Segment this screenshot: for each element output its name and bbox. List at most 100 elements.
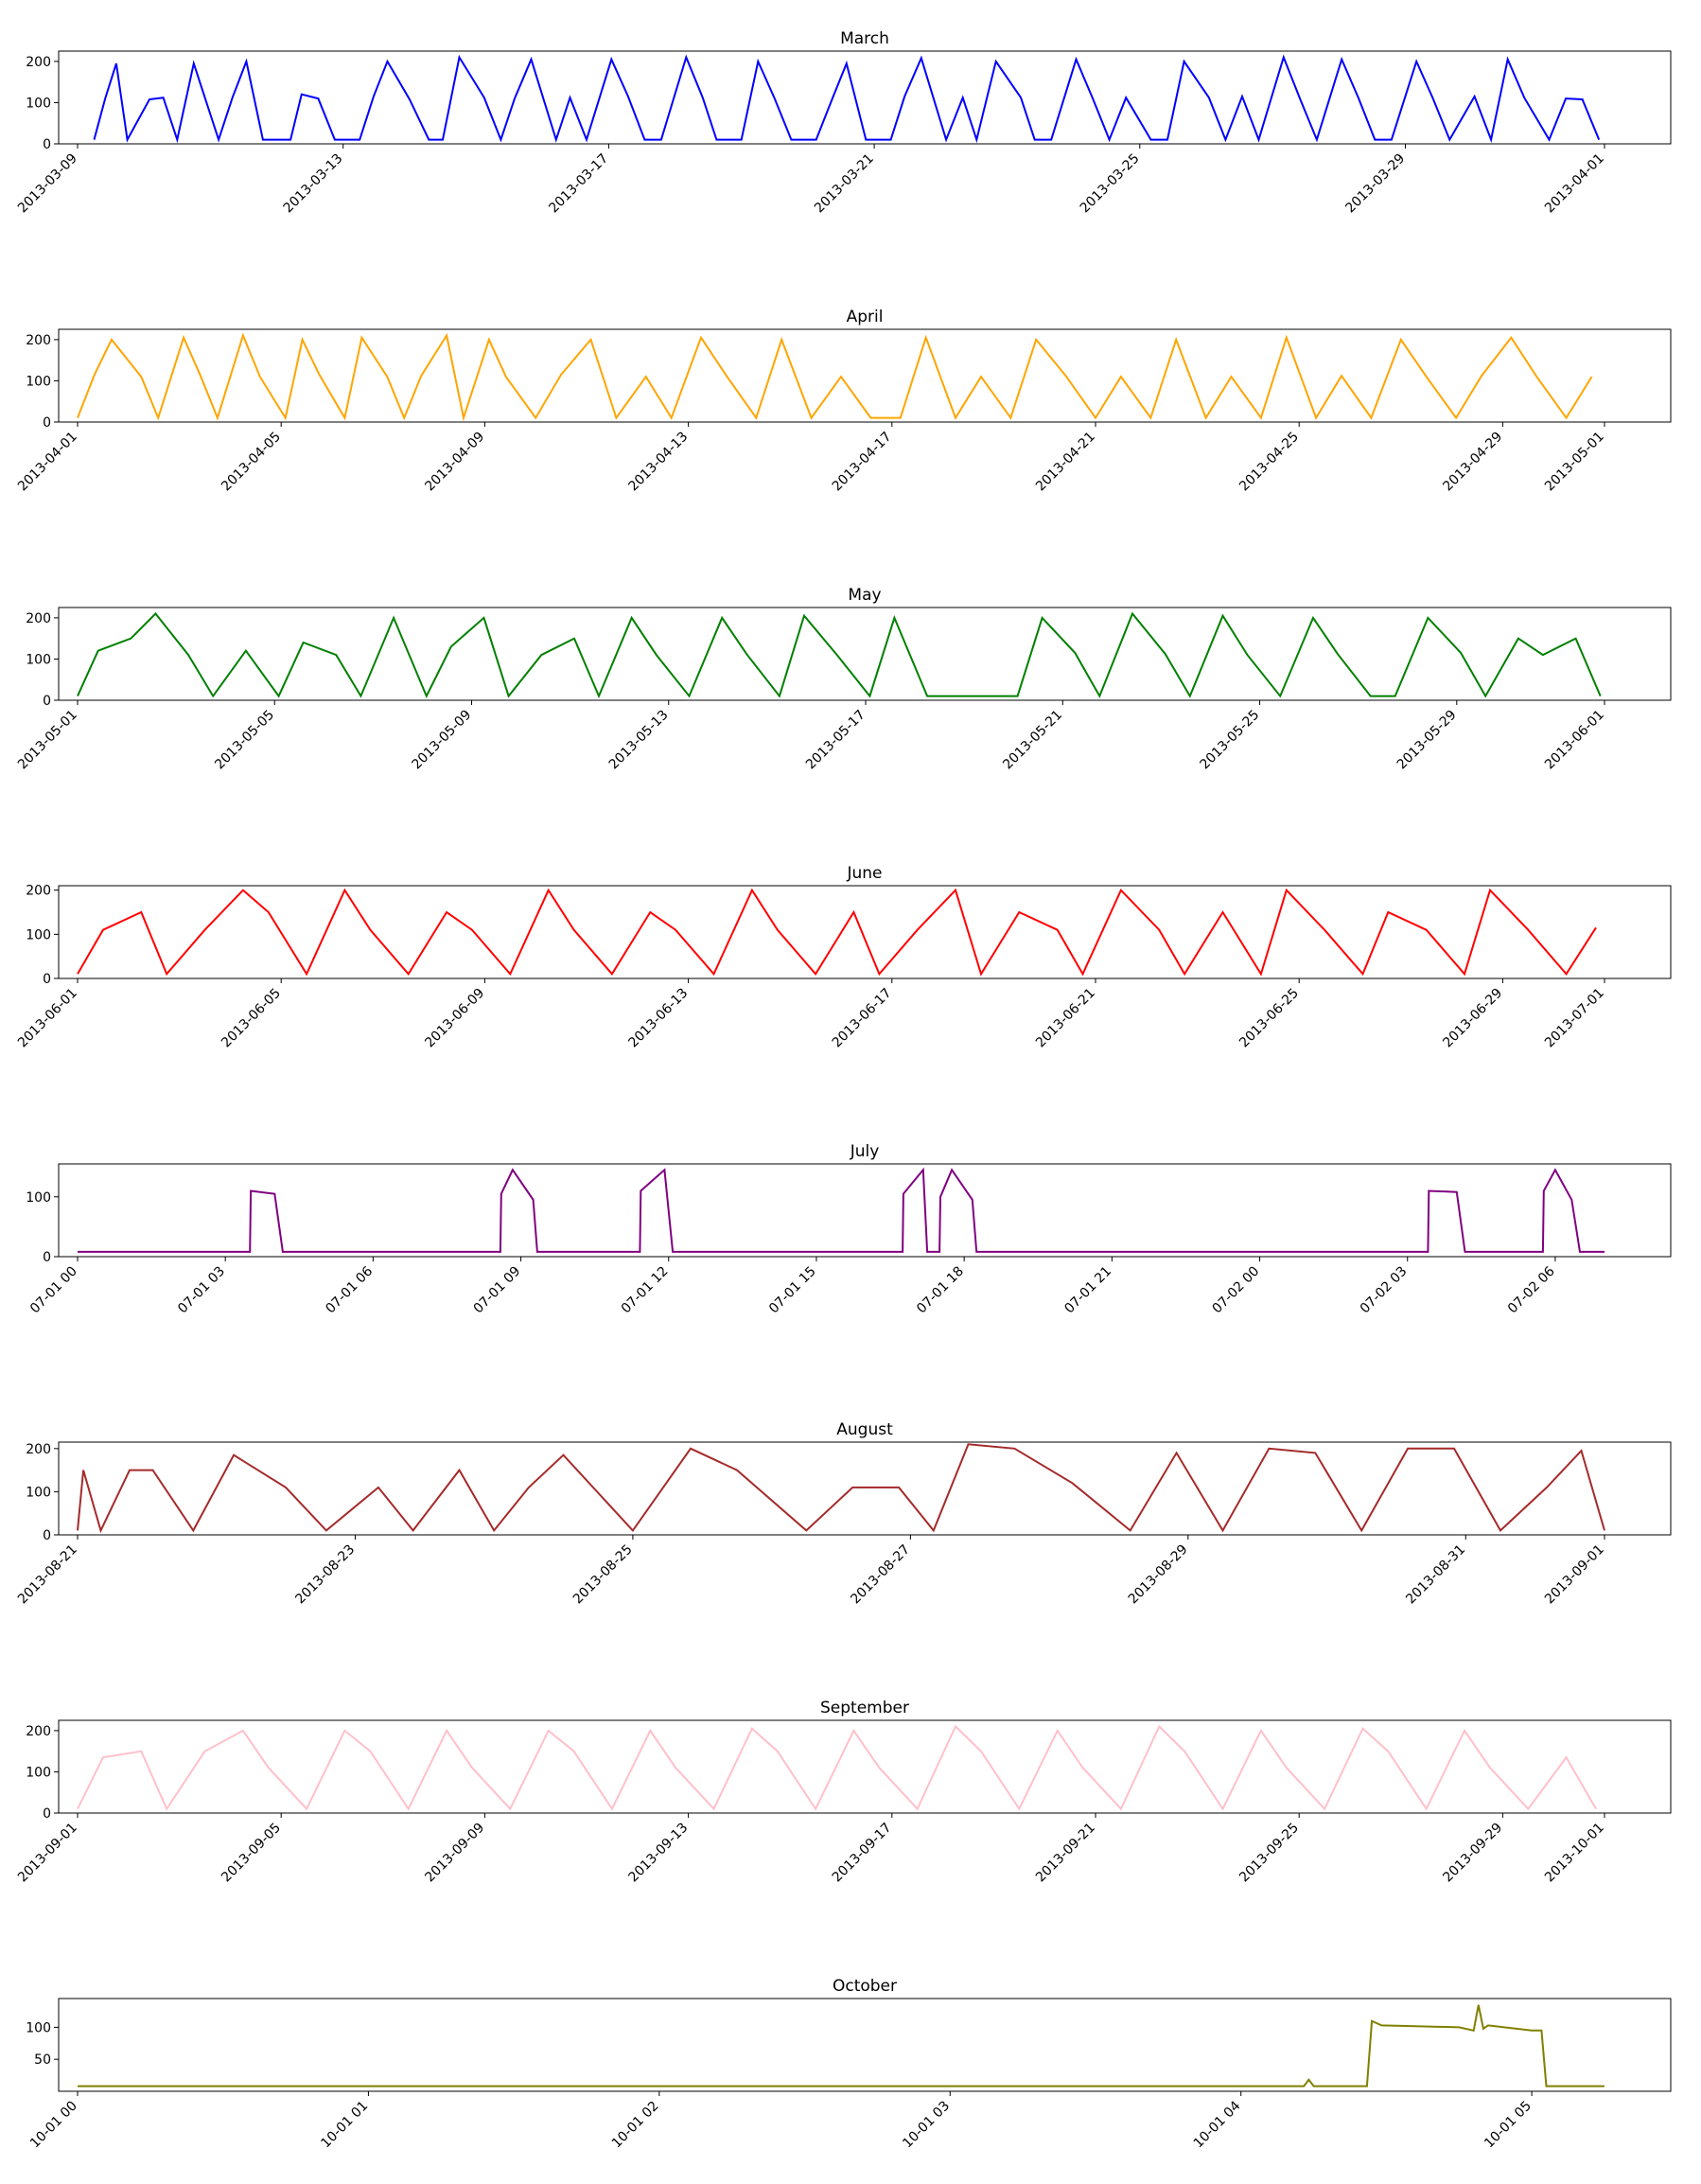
x-tick-label: 07-02 00	[1210, 1264, 1263, 1317]
x-tick-label: 2013-04-09	[422, 430, 487, 495]
chart-title: August	[836, 1420, 893, 1439]
y-tick-label: 200	[26, 55, 51, 70]
x-tick-label: 2013-06-25	[1236, 986, 1302, 1051]
plot-frame	[58, 1163, 1672, 1258]
x-tick-label: 2013-03-21	[812, 151, 877, 217]
chart-panel-may: May 0 100 200 2013-05-01 2013-05-05 2013-05-09…	[15, 586, 1672, 773]
series-line-april	[77, 332, 1593, 422]
x-tick-label: 2013-08-25	[570, 1542, 636, 1608]
x-tick-label: 2013-06-17	[830, 986, 895, 1051]
x-tick-label: 2013-06-09	[422, 986, 487, 1051]
y-tick-label: 100	[26, 374, 51, 389]
series-line-june	[77, 888, 1597, 977]
chart-title: March	[840, 29, 889, 48]
x-tick-label: 2013-08-29	[1126, 1542, 1191, 1608]
y-tick-label: 200	[26, 611, 51, 626]
x-tick-label: 2013-08-23	[292, 1542, 358, 1608]
y-tick-label: 200	[26, 1442, 51, 1457]
x-tick-label: 2013-03-25	[1078, 151, 1143, 217]
chart-title: October	[833, 1977, 897, 1996]
x-tick-label: 2013-04-21	[1033, 430, 1098, 495]
series-line-september	[77, 1724, 1597, 1811]
x-tick-label: 2013-05-09	[409, 708, 474, 773]
x-tick-label: 07-01 21	[1061, 1264, 1114, 1317]
series-line-august	[77, 1443, 1605, 1534]
series-line-july	[78, 1167, 1605, 1253]
y-tick-label: 0	[43, 1250, 51, 1265]
x-tick-label: 07-01 18	[914, 1264, 967, 1317]
plot-frame	[58, 328, 1672, 423]
x-tick-label: 2013-05-05	[212, 708, 277, 773]
x-tick-label: 2013-05-13	[606, 708, 672, 773]
x-tick-label: 2013-04-17	[830, 430, 895, 495]
series-line-march	[93, 54, 1601, 144]
chart-title: April	[847, 308, 884, 326]
y-tick-label: 100	[26, 96, 51, 111]
y-tick-label: 200	[26, 884, 51, 899]
x-tick-label: 2013-09-09	[422, 1821, 487, 1886]
x-tick-label: 07-02 06	[1505, 1263, 1558, 1316]
chart-title: June	[846, 864, 882, 883]
x-tick-label: 2013-06-01	[1542, 708, 1607, 773]
plot-frame	[58, 607, 1672, 701]
y-tick-label: 0	[43, 1806, 51, 1822]
chart-title: July	[850, 1142, 880, 1161]
x-tick-label: 07-02 03	[1358, 1264, 1411, 1317]
plot-frame	[58, 885, 1672, 979]
y-tick-label: 100	[26, 1485, 51, 1500]
y-tick-label: 0	[43, 694, 51, 709]
x-tick-label: 10-01 01	[318, 2099, 371, 2152]
x-tick-label: 2013-05-01	[1542, 430, 1607, 495]
x-tick-label: 2013-08-21	[15, 1542, 80, 1608]
x-tick-label: 2013-08-31	[1403, 1542, 1468, 1608]
x-tick-label: 2013-04-05	[219, 430, 284, 495]
x-tick-label: 2013-03-09	[15, 151, 80, 217]
x-tick-label: 2013-09-13	[626, 1821, 692, 1886]
x-tick-label: 2013-04-25	[1236, 430, 1302, 495]
y-tick-label: 0	[43, 415, 51, 431]
plot-frame	[58, 50, 1672, 145]
plot-frame	[58, 1719, 1672, 1814]
x-tick-label: 10-01 02	[609, 2099, 662, 2152]
x-tick-label: 10-01 04	[1191, 2098, 1244, 2151]
x-tick-label: 07-01 06	[323, 1263, 376, 1316]
chart-panel-august: August 0 100 200 2013-08-21 2013-08-23 2013-08…	[15, 1420, 1672, 1608]
x-tick-label: 07-01 15	[766, 1264, 819, 1317]
plot-frame	[58, 1998, 1672, 2092]
x-tick-label: 2013-05-21	[1000, 708, 1065, 773]
x-tick-label: 2013-05-01	[15, 708, 80, 773]
x-tick-label: 2013-06-29	[1440, 986, 1505, 1051]
y-tick-label: 100	[26, 652, 51, 667]
chart-panel-march: March 0 100 200 2013-03-09 2013-03-13 2013-03-…	[15, 29, 1672, 217]
chart-panel-october: October 50 100 10-01 00 10-01 01 10-01 02 10-0…	[26, 1977, 1672, 2152]
x-tick-label: 10-01 05	[1482, 2099, 1534, 2152]
x-tick-label: 2013-09-17	[830, 1821, 895, 1886]
y-tick-label: 100	[26, 1765, 51, 1780]
x-tick-label: 2013-04-01	[1542, 151, 1607, 217]
chart-panel-june: June 0 100 200 2013-06-01 2013-06-05 2013-06-0…	[15, 864, 1672, 1051]
chart-panel-july: July 0 100 07-01 00 07-01 03 07-01 06 07-01 09…	[26, 1142, 1672, 1317]
series-line-may	[77, 611, 1602, 699]
x-tick-label: 2013-06-05	[219, 986, 284, 1051]
x-tick-label: 2013-09-05	[219, 1821, 284, 1886]
y-tick-label: 200	[26, 333, 51, 348]
series-line-october	[78, 2004, 1605, 2087]
x-tick-label: 2013-03-29	[1342, 151, 1408, 217]
y-tick-label: 100	[26, 927, 51, 942]
x-tick-label: 2013-09-25	[1236, 1821, 1302, 1886]
y-tick-label: 0	[43, 1528, 51, 1543]
y-tick-label: 200	[26, 1724, 51, 1739]
x-tick-label: 2013-05-17	[803, 708, 868, 773]
y-tick-label: 50	[34, 2052, 51, 2068]
y-tick-label: 100	[26, 2020, 51, 2035]
y-tick-label: 100	[26, 1190, 51, 1206]
x-tick-label: 2013-09-01	[15, 1821, 80, 1886]
y-tick-label: 0	[43, 137, 51, 152]
chart-panel-september: September 0 100 200 2013-09-01 2013-09-05 2013…	[15, 1699, 1672, 1886]
x-tick-label: 07-01 00	[27, 1264, 80, 1317]
x-tick-label: 2013-08-27	[848, 1542, 913, 1608]
x-tick-label: 2013-03-17	[546, 151, 611, 217]
chart-title: May	[848, 586, 881, 605]
x-tick-label: 10-01 00	[27, 2099, 80, 2152]
